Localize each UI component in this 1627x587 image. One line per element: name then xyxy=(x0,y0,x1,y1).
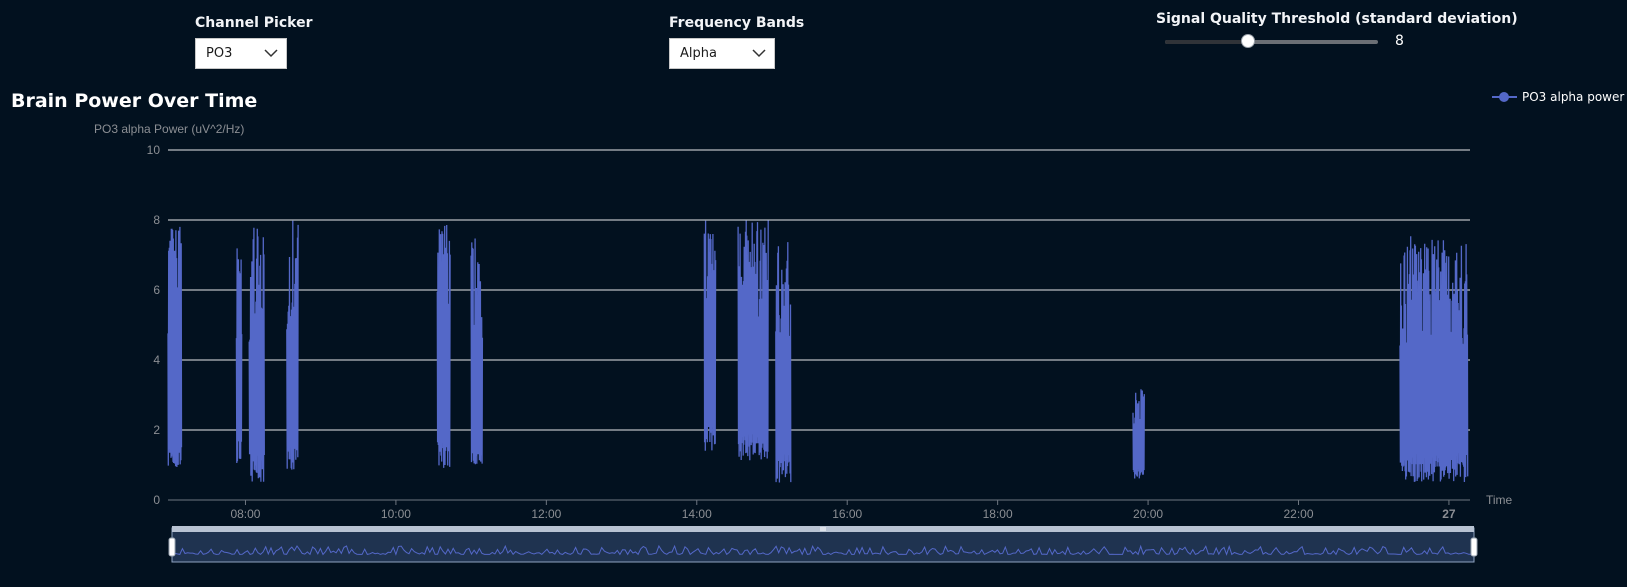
frequency-bands-label: Frequency Bands xyxy=(669,15,805,31)
zoom-slider[interactable] xyxy=(168,526,1478,563)
y-tick-label: 0 xyxy=(153,493,160,507)
y-tick-label: 4 xyxy=(153,353,160,367)
y-axis-label: PO3 alpha Power (uV^2/Hz) xyxy=(94,122,244,136)
y-tick-label: 2 xyxy=(153,423,160,437)
signal-quality-value: 8 xyxy=(1395,33,1404,49)
frequency-select[interactable]: Alpha xyxy=(669,38,775,69)
series-burst xyxy=(248,227,265,482)
legend-item[interactable]: PO3 alpha power xyxy=(1492,90,1624,104)
frequency-select-value: Alpha xyxy=(680,46,717,61)
chart-title: Brain Power Over Time xyxy=(11,90,258,112)
x-tick-label: 12:00 xyxy=(531,507,561,521)
chevron-down-icon xyxy=(264,49,278,58)
x-axis-label: Time xyxy=(1486,493,1513,507)
x-tick-label: 27 xyxy=(1442,507,1456,521)
x-tick-label: 16:00 xyxy=(832,507,862,521)
series-burst xyxy=(286,220,299,470)
y-tick-label: 8 xyxy=(153,213,160,227)
x-tick-label: 08:00 xyxy=(230,507,260,521)
channel-select[interactable]: PO3 xyxy=(195,38,287,69)
series-burst xyxy=(1399,236,1469,483)
series-burst xyxy=(703,220,717,451)
series-burst xyxy=(436,224,451,468)
x-tick-label: 18:00 xyxy=(983,507,1013,521)
series-burst xyxy=(737,220,769,461)
series-burst xyxy=(167,226,183,468)
x-tick-label: 22:00 xyxy=(1283,507,1313,521)
chevron-down-icon xyxy=(752,49,766,58)
zoom-preview-line xyxy=(171,544,1475,556)
zoom-window[interactable] xyxy=(171,527,1475,563)
x-tick-label: 10:00 xyxy=(381,507,411,521)
series-burst xyxy=(1132,389,1145,479)
legend-label: PO3 alpha power xyxy=(1522,90,1625,104)
series-burst xyxy=(470,238,484,465)
signal-quality-slider[interactable] xyxy=(1165,34,1378,48)
y-tick-label: 6 xyxy=(153,283,160,297)
y-tick-label: 10 xyxy=(147,143,161,157)
slider-fill xyxy=(1165,40,1249,44)
signal-quality-label: Signal Quality Threshold (standard devia… xyxy=(1156,11,1518,27)
legend-marker-icon xyxy=(1492,91,1517,103)
zoom-handle[interactable] xyxy=(168,537,176,557)
series-burst xyxy=(775,242,792,483)
zoom-handle[interactable] xyxy=(1470,537,1478,557)
x-tick-label: 20:00 xyxy=(1133,507,1163,521)
series-burst xyxy=(235,248,243,464)
x-tick-label: 14:00 xyxy=(682,507,712,521)
channel-picker-label: Channel Picker xyxy=(195,15,313,31)
channel-select-value: PO3 xyxy=(206,46,233,61)
slider-thumb[interactable] xyxy=(1241,34,1256,48)
